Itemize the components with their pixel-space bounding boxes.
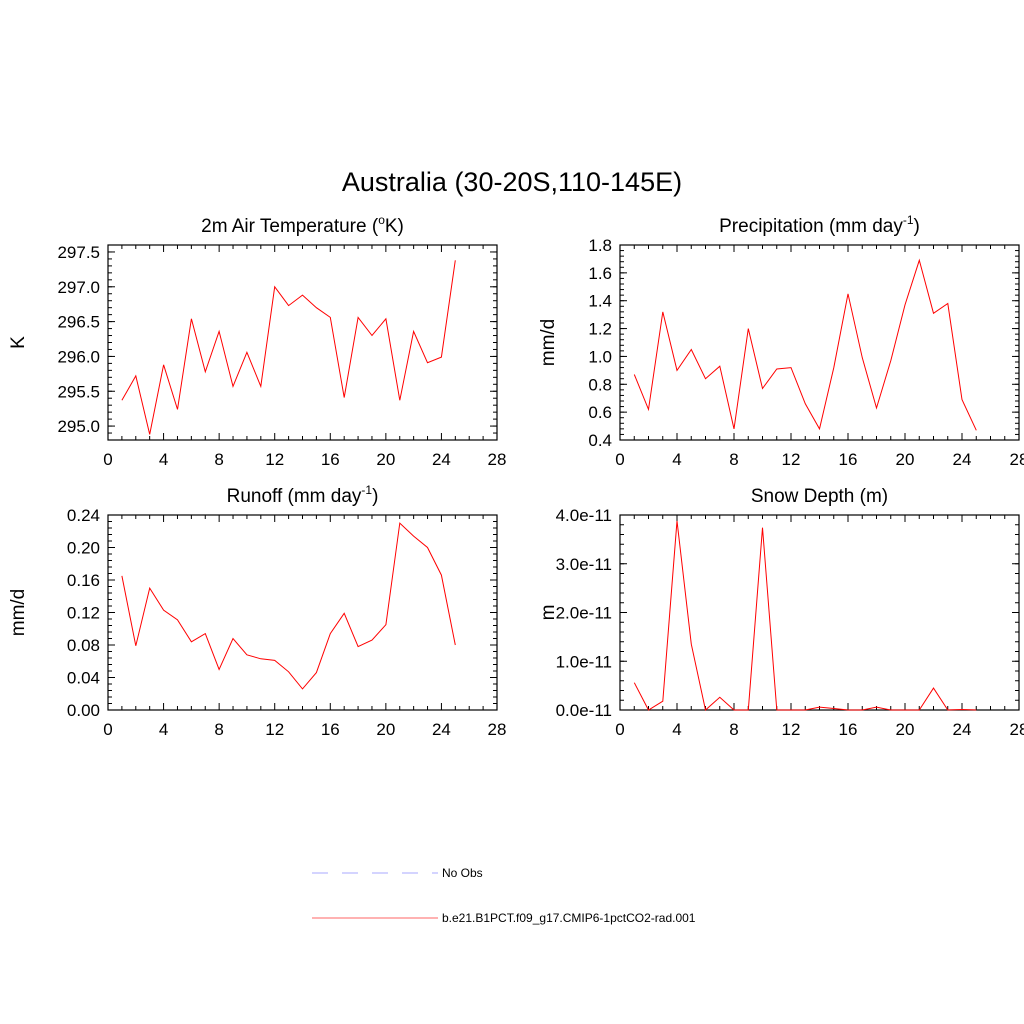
x-tick-label: 12 <box>265 720 284 739</box>
x-tick-label: 4 <box>672 720 681 739</box>
y-axis-label: K <box>8 336 29 349</box>
plot-frame <box>619 244 1020 441</box>
y-tick-label: 4.0e-11 <box>556 506 612 525</box>
x-tick-label: 4 <box>672 450 681 469</box>
panel-3: Runoff (mm day-1) mm/d 0 4 8 12 16 20 24 28 0.00 0.… <box>8 483 506 739</box>
x-tick-label: 24 <box>953 450 972 469</box>
x-tick-label: 4 <box>159 720 168 739</box>
y-axis-label: m <box>538 605 559 621</box>
legend-item: b.e21.B1PCT.f09_g17.CMIP6-1pctCO2-rad.00… <box>312 911 696 925</box>
panel-title: 2m Air Temperature (oK) <box>201 213 404 237</box>
panel-title-tail: ) <box>372 486 378 507</box>
x-tick-label: 20 <box>896 450 915 469</box>
x-tick-label: 28 <box>1010 720 1024 739</box>
legend: No Obs b.e21.B1PCT.f09_g17.CMIP6-1pctCO2-… <box>312 866 696 925</box>
y-tick-label: 297.5 <box>57 243 100 262</box>
y-tick-label: 1.6 <box>588 264 612 283</box>
y-axis-label: mm/d <box>8 589 29 637</box>
x-tick-label: 20 <box>376 450 395 469</box>
y-tick-label: 0.6 <box>588 403 612 422</box>
y-tick-label: 1.0e-11 <box>556 652 612 671</box>
x-tick-label: 8 <box>214 720 223 739</box>
y-tick-label: 0.04 <box>67 669 100 688</box>
y-tick-label: 296.5 <box>57 313 100 332</box>
panel-title-text: Runoff (mm day <box>227 486 362 507</box>
legend-item: No Obs <box>312 866 483 880</box>
y-tick-label: 0.20 <box>67 539 100 558</box>
panel-title: Snow Depth (m) <box>751 486 888 507</box>
y-tick-label: 0.0e-11 <box>556 701 612 720</box>
x-tick-label: 8 <box>214 450 223 469</box>
x-tick-label: 28 <box>488 720 507 739</box>
x-tick-label: 12 <box>782 720 801 739</box>
y-tick-label: 0.08 <box>67 636 100 655</box>
panel-title-text: Precipitation (mm day <box>719 216 903 237</box>
series-line <box>121 522 456 690</box>
panel-title-sup: -1 <box>361 483 372 497</box>
x-tick-label: 8 <box>729 720 738 739</box>
x-tick-label: 24 <box>432 720 451 739</box>
y-tick-label: 2.0e-11 <box>556 604 612 623</box>
x-tick-label: 16 <box>321 450 340 469</box>
panel-title: Runoff (mm day-1) <box>227 483 379 507</box>
x-tick-label: 28 <box>488 450 507 469</box>
y-tick-label: 296.0 <box>57 347 100 366</box>
x-tick-label: 0 <box>103 450 112 469</box>
y-axis-label: mm/d <box>538 319 559 367</box>
panel-4: Snow Depth (m) m 0 4 8 12 16 20 24 28 0.0e-11 1.0e-… <box>538 486 1024 739</box>
panel-title: Precipitation (mm day-1) <box>719 213 920 237</box>
x-tick-label: 8 <box>729 450 738 469</box>
y-tick-label: 1.0 <box>588 347 612 366</box>
y-tick-label: 0.24 <box>67 506 100 525</box>
x-tick-label: 20 <box>376 720 395 739</box>
x-tick-label: 16 <box>839 720 858 739</box>
y-tick-label: 0.4 <box>588 431 612 450</box>
panel-title-tail: ) <box>914 216 920 237</box>
x-tick-label: 24 <box>953 720 972 739</box>
panel-1: 2m Air Temperature (oK) K 0 4 8 12 16 20 24 28 295… <box>8 213 506 469</box>
panel-title-sup: o <box>378 213 385 227</box>
y-tick-label: 0.12 <box>67 604 100 623</box>
x-tick-label: 28 <box>1010 450 1024 469</box>
x-tick-label: 12 <box>782 450 801 469</box>
panels: 2m Air Temperature (oK) K 0 4 8 12 16 20 24 28 295… <box>8 213 1024 739</box>
x-tick-label: 16 <box>839 450 858 469</box>
series-line <box>633 520 977 711</box>
y-tick-label: 3.0e-11 <box>556 555 612 574</box>
panel-title-text: 2m Air Temperature ( <box>201 216 379 237</box>
x-tick-label: 16 <box>321 720 340 739</box>
legend-label: No Obs <box>442 866 483 880</box>
x-tick-label: 12 <box>265 450 284 469</box>
x-tick-label: 0 <box>103 720 112 739</box>
x-tick-label: 20 <box>896 720 915 739</box>
panel-title-text: Snow Depth (m) <box>751 486 888 507</box>
y-tick-label: 295.5 <box>57 382 100 401</box>
panel-2: Precipitation (mm day-1) mm/d 0 4 8 12 16 20 24 2… <box>538 213 1024 469</box>
main-title: Australia (30-20S,110-145E) <box>342 167 682 197</box>
x-tick-label: 4 <box>159 450 168 469</box>
series-line <box>633 258 977 431</box>
series-line <box>121 260 456 435</box>
y-tick-label: 1.8 <box>588 236 612 255</box>
plot-frame <box>107 244 498 441</box>
y-tick-label: 0.16 <box>67 571 100 590</box>
legend-label: b.e21.B1PCT.f09_g17.CMIP6-1pctCO2-rad.00… <box>442 911 696 925</box>
x-tick-label: 0 <box>615 450 624 469</box>
y-tick-label: 295.0 <box>57 417 100 436</box>
x-tick-label: 0 <box>615 720 624 739</box>
x-tick-label: 24 <box>432 450 451 469</box>
y-tick-label: 1.4 <box>588 292 612 311</box>
y-tick-label: 0.00 <box>67 701 100 720</box>
y-tick-label: 0.8 <box>588 375 612 394</box>
y-tick-label: 297.0 <box>57 278 100 297</box>
panel-title-tail: K) <box>385 216 404 237</box>
panel-title-sup: -1 <box>903 213 914 227</box>
y-tick-label: 1.2 <box>588 320 612 339</box>
